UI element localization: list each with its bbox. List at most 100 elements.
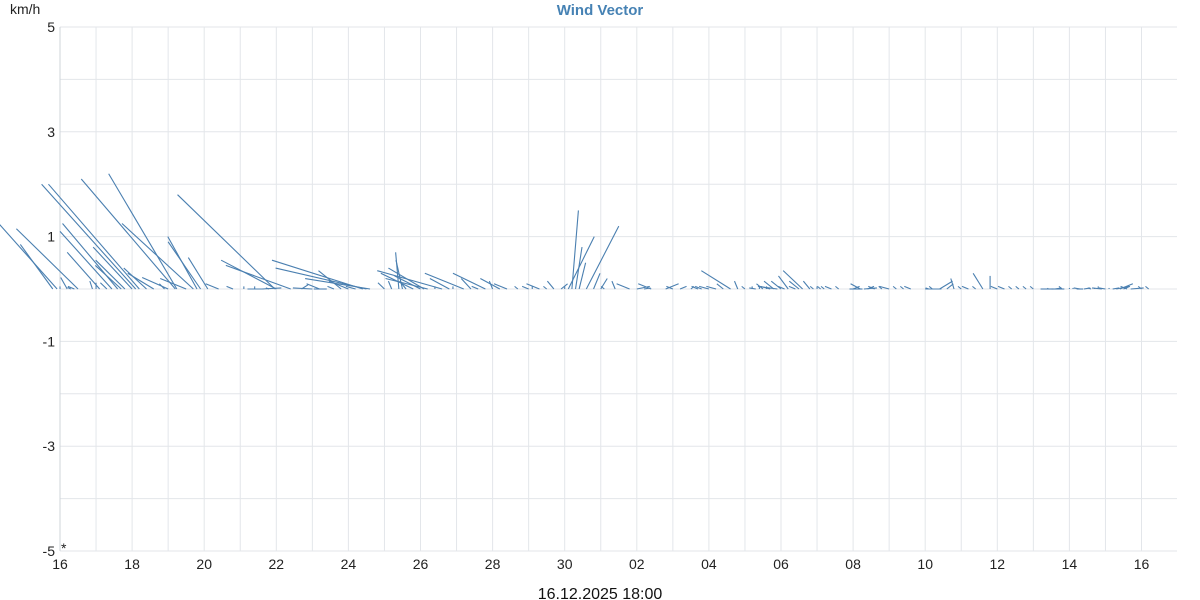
wind-vector bbox=[89, 280, 93, 290]
y-tick-label: 3 bbox=[47, 124, 55, 140]
x-tick-label: 06 bbox=[773, 556, 789, 572]
wind-vector bbox=[1022, 285, 1027, 290]
wind-vector bbox=[694, 285, 702, 290]
wind-vector bbox=[638, 283, 652, 290]
wind-vector bbox=[1073, 287, 1081, 290]
wind-vector bbox=[716, 283, 724, 290]
wind-vector bbox=[1087, 287, 1092, 290]
wind-vector bbox=[318, 270, 342, 290]
wind-vector bbox=[94, 265, 122, 290]
wind-vector bbox=[265, 287, 270, 290]
wind-vector bbox=[480, 278, 501, 290]
wind-vector bbox=[852, 285, 860, 290]
x-tick-label: 08 bbox=[845, 556, 861, 572]
wind-vector bbox=[187, 257, 209, 290]
wind-vector bbox=[123, 267, 147, 290]
wind-vector bbox=[904, 285, 911, 290]
wind-vector bbox=[820, 285, 825, 290]
wind-vector bbox=[665, 283, 679, 290]
vector-series bbox=[0, 173, 1150, 290]
x-tick-label: 04 bbox=[701, 556, 717, 572]
wind-vector bbox=[488, 280, 494, 290]
wind-vector bbox=[817, 285, 822, 290]
wind-vector bbox=[80, 178, 176, 290]
wind-vector bbox=[424, 272, 464, 290]
wind-vector bbox=[666, 285, 674, 290]
wind-vector bbox=[471, 285, 479, 290]
footer-timestamp: 16.12.2025 18:00 bbox=[538, 586, 663, 600]
wind-vector bbox=[899, 285, 904, 290]
wind-vector bbox=[600, 285, 605, 290]
wind-vector bbox=[809, 285, 814, 290]
wind-vector bbox=[593, 273, 601, 290]
wind-vector bbox=[460, 278, 472, 290]
x-tick-label: 30 bbox=[557, 556, 573, 572]
wind-vector bbox=[691, 285, 699, 290]
wind-vector bbox=[1130, 287, 1144, 290]
wind-vector bbox=[306, 283, 320, 290]
wind-vector bbox=[41, 183, 137, 290]
wind-vector bbox=[177, 194, 276, 290]
x-tick-label: 12 bbox=[990, 556, 1006, 572]
wind-vector bbox=[66, 251, 101, 290]
wind-vector bbox=[741, 285, 746, 290]
wind-vector bbox=[777, 285, 785, 290]
wind-vector bbox=[205, 283, 219, 290]
wind-vector bbox=[167, 241, 202, 290]
wind-vector bbox=[950, 278, 955, 290]
wind-vector bbox=[345, 285, 356, 290]
y-tick-label: -3 bbox=[43, 438, 56, 454]
wind-vector bbox=[0, 224, 58, 290]
x-tick-label: 22 bbox=[269, 556, 285, 572]
wind-vector bbox=[879, 285, 890, 290]
wind-vector bbox=[574, 246, 583, 290]
y-tick-label: 1 bbox=[47, 229, 55, 245]
wind-vector bbox=[220, 259, 277, 290]
x-tick-label: 14 bbox=[1062, 556, 1078, 572]
wind-vector bbox=[67, 286, 72, 290]
wind-vector bbox=[972, 285, 977, 290]
wind-vector bbox=[108, 173, 178, 290]
x-tick-label: 16 bbox=[1134, 556, 1150, 572]
wind-vector bbox=[850, 283, 861, 290]
y-tick-label: -5 bbox=[43, 543, 56, 559]
origin-marker: * bbox=[61, 540, 67, 556]
wind-vector bbox=[925, 287, 929, 290]
x-tick-label: 18 bbox=[124, 556, 140, 572]
wind-vector bbox=[95, 259, 126, 290]
wind-vector bbox=[878, 285, 883, 290]
wind-vector bbox=[546, 280, 555, 290]
wind-vector bbox=[701, 270, 731, 290]
wind-vector bbox=[824, 285, 832, 290]
wind-vector bbox=[802, 280, 811, 290]
wind-vector bbox=[972, 272, 984, 290]
y-tick-label: 5 bbox=[47, 19, 55, 35]
wind-vector bbox=[706, 285, 717, 290]
wind-vector bbox=[1137, 285, 1142, 290]
wind-vector bbox=[611, 280, 616, 290]
wind-vector bbox=[59, 230, 113, 290]
wind-vector bbox=[99, 282, 108, 290]
wind-vector bbox=[387, 280, 393, 290]
wind-vector bbox=[514, 285, 519, 290]
y-tick-label: -1 bbox=[43, 333, 56, 349]
wind-vector bbox=[578, 262, 587, 290]
chart-title: Wind Vector bbox=[557, 2, 644, 19]
wind-vector bbox=[892, 285, 897, 290]
grid bbox=[59, 26, 1177, 552]
x-tick-label: 10 bbox=[917, 556, 933, 572]
wind-vector bbox=[863, 287, 877, 290]
wind-vector bbox=[225, 264, 291, 290]
wind-vector bbox=[452, 272, 486, 290]
x-axis-tick-labels: 16 18 20 22 24 26 28 30 02 04 06 08 10 12 14 16 bbox=[52, 556, 1149, 572]
wind-vector bbox=[770, 280, 782, 290]
wind-vector bbox=[679, 285, 687, 290]
wind-vector bbox=[429, 278, 450, 290]
wind-vector bbox=[788, 280, 800, 290]
wind-vector bbox=[395, 252, 400, 290]
wind-vector bbox=[121, 223, 194, 290]
wind-vector bbox=[1120, 285, 1128, 290]
wind-vector bbox=[788, 285, 796, 290]
wind-vector bbox=[521, 285, 529, 290]
wind-vector bbox=[385, 277, 428, 290]
